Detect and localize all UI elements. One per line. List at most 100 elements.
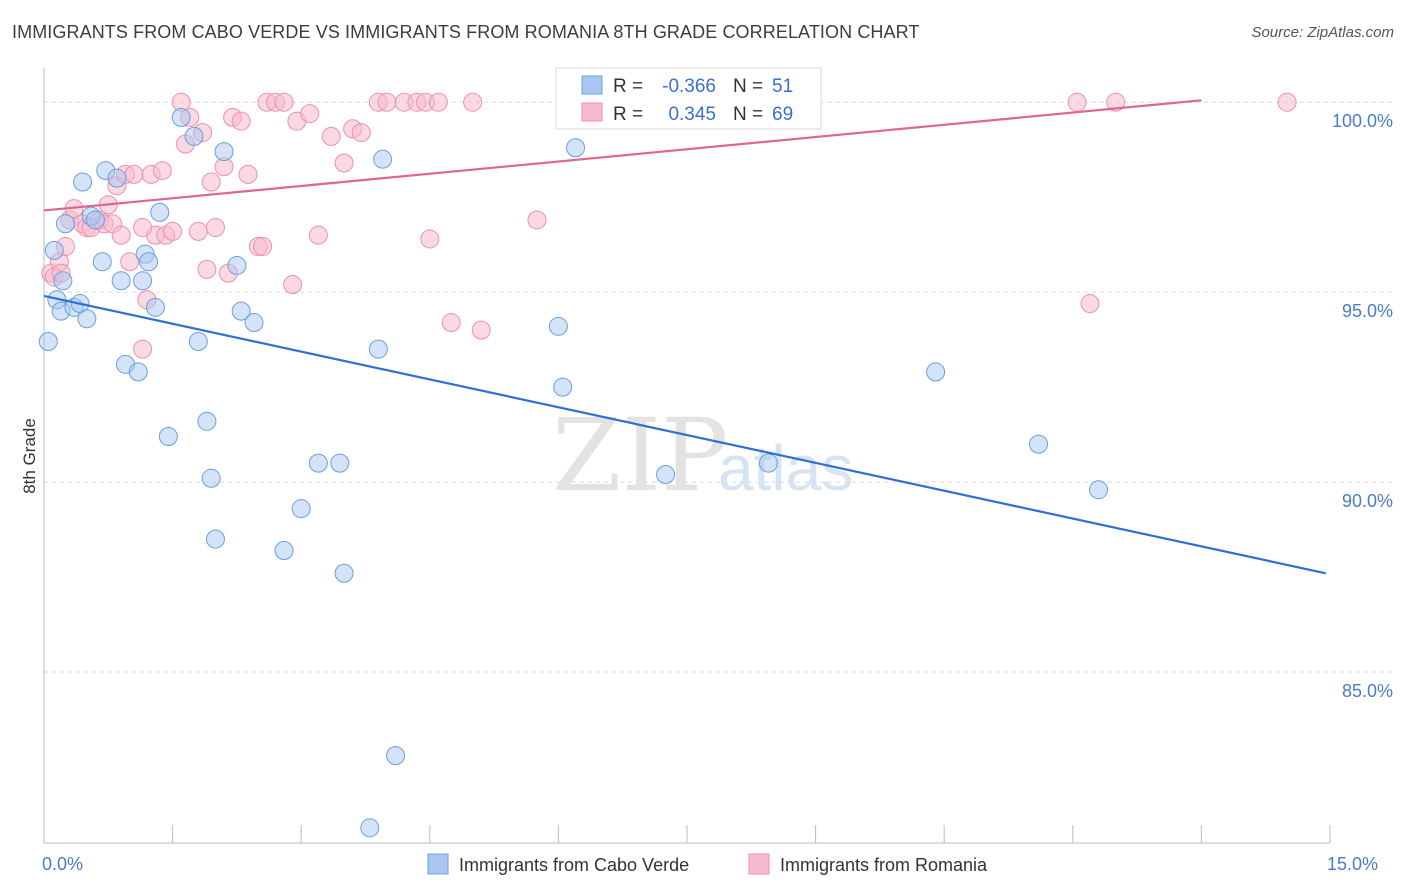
cabo-verde-point bbox=[368, 339, 388, 359]
cabo-verde-point bbox=[1089, 480, 1109, 500]
cabo-verde-point bbox=[85, 210, 105, 230]
romania-point bbox=[133, 218, 153, 238]
cabo-verde-point bbox=[107, 168, 127, 188]
romania-point bbox=[420, 229, 440, 249]
romania-point bbox=[124, 164, 144, 184]
cabo-verde-point bbox=[44, 240, 64, 260]
watermark-atlas: atlas bbox=[718, 432, 853, 504]
romania-point bbox=[471, 320, 491, 340]
romania-point bbox=[201, 172, 221, 192]
legend: Immigrants from Cabo Verde Immigrants fr… bbox=[427, 853, 988, 875]
stats-r-label-pink: R = bbox=[613, 104, 643, 125]
romania-point bbox=[111, 225, 131, 245]
gridlines bbox=[44, 101, 1395, 673]
cabo-verde-point bbox=[197, 411, 217, 431]
stats-r-label-blue: R = bbox=[613, 76, 643, 97]
romania-point bbox=[527, 210, 547, 230]
cabo-verde-point bbox=[758, 453, 778, 473]
romania-point bbox=[428, 92, 448, 112]
cabo-verde-point bbox=[386, 746, 406, 766]
y-tick-labels: 85.0% 90.0% 95.0% 100.0% bbox=[1332, 111, 1393, 701]
romania-point bbox=[321, 126, 341, 146]
cabo-verde-point bbox=[73, 172, 93, 192]
cabo-verde-point bbox=[38, 332, 58, 352]
romania-point bbox=[334, 153, 354, 173]
romania-point bbox=[205, 218, 225, 238]
cabo-verde-point bbox=[133, 271, 153, 291]
legend-label-romania: Immigrants from Romania bbox=[780, 855, 988, 875]
romania-point bbox=[238, 164, 258, 184]
cabo-verde-point bbox=[77, 309, 97, 329]
stats-box: R = -0.366 N = 51 R = 0.345 N = 69 bbox=[555, 67, 822, 130]
romania-point bbox=[133, 339, 153, 359]
y-tick-label: 100.0% bbox=[1332, 111, 1393, 131]
romania-point bbox=[463, 92, 483, 112]
romania-point bbox=[1277, 92, 1297, 112]
stats-n-value-blue: 51 bbox=[772, 76, 793, 97]
romania-points bbox=[41, 92, 1297, 359]
cabo-verde-point bbox=[274, 540, 294, 560]
romania-point bbox=[441, 313, 461, 333]
romania-point bbox=[253, 237, 273, 257]
stats-swatch-blue bbox=[581, 75, 603, 95]
y-axis-title: 8th Grade bbox=[20, 418, 39, 494]
legend-swatch-cabo-verde bbox=[427, 853, 449, 875]
romania-point bbox=[283, 275, 303, 295]
cabo-verde-point bbox=[656, 464, 676, 484]
romania-trend-line bbox=[43, 99, 1202, 212]
stats-r-value-blue: -0.366 bbox=[662, 76, 716, 97]
cabo-verde-point bbox=[92, 252, 112, 272]
romania-point bbox=[377, 92, 397, 112]
cabo-verde-point bbox=[111, 271, 131, 291]
cabo-verde-point bbox=[201, 468, 221, 488]
cabo-verde-point bbox=[360, 818, 380, 838]
stats-r-value-pink: 0.345 bbox=[668, 104, 716, 125]
stats-n-label-blue: N = bbox=[733, 76, 763, 97]
cabo-verde-point bbox=[330, 453, 350, 473]
cabo-verde-point bbox=[231, 301, 251, 321]
cabo-verde-trend-line bbox=[43, 294, 1326, 575]
cabo-verde-point bbox=[55, 214, 75, 234]
romania-point bbox=[300, 104, 320, 124]
watermark-zip: ZIP bbox=[552, 397, 728, 514]
y-tick-label: 90.0% bbox=[1342, 491, 1393, 511]
cabo-verde-point bbox=[373, 149, 393, 169]
cabo-verde-point bbox=[553, 377, 573, 397]
cabo-verde-point bbox=[128, 362, 148, 382]
cabo-verde-point bbox=[1029, 434, 1049, 454]
x-tick-label-min: 0.0% bbox=[42, 854, 83, 874]
cabo-verde-point bbox=[334, 563, 354, 583]
romania-point bbox=[163, 221, 183, 241]
legend-swatch-romania bbox=[748, 853, 770, 875]
y-tick-label: 95.0% bbox=[1342, 301, 1393, 321]
cabo-verde-point bbox=[205, 529, 225, 549]
trend-lines bbox=[43, 99, 1326, 575]
romania-point bbox=[1067, 92, 1087, 112]
romania-point bbox=[188, 221, 208, 241]
cabo-verde-point bbox=[188, 332, 208, 352]
romania-point bbox=[231, 111, 251, 131]
romania-point bbox=[274, 92, 294, 112]
romania-point bbox=[351, 123, 371, 143]
cabo-verde-point bbox=[291, 499, 311, 519]
y-tick-label: 85.0% bbox=[1342, 681, 1393, 701]
chart-title: IMMIGRANTS FROM CABO VERDE VS IMMIGRANTS… bbox=[12, 22, 920, 42]
romania-point bbox=[1106, 92, 1126, 112]
cabo-verde-point bbox=[548, 316, 568, 336]
cabo-verde-points bbox=[38, 107, 1109, 838]
cabo-verde-point bbox=[227, 256, 247, 276]
stats-swatch-pink bbox=[581, 102, 603, 122]
romania-point bbox=[152, 161, 172, 181]
cabo-verde-point bbox=[145, 297, 165, 317]
cabo-verde-point bbox=[184, 126, 204, 146]
stats-n-value-pink: 69 bbox=[772, 104, 793, 125]
cabo-verde-point bbox=[926, 362, 946, 382]
romania-point bbox=[308, 225, 328, 245]
romania-point bbox=[197, 259, 217, 279]
cabo-verde-point bbox=[214, 142, 234, 162]
source-credit: Source: ZipAtlas.com bbox=[1251, 24, 1394, 41]
cabo-verde-point bbox=[244, 313, 264, 333]
stats-n-label-pink: N = bbox=[733, 104, 763, 125]
cabo-verde-point bbox=[53, 271, 73, 291]
